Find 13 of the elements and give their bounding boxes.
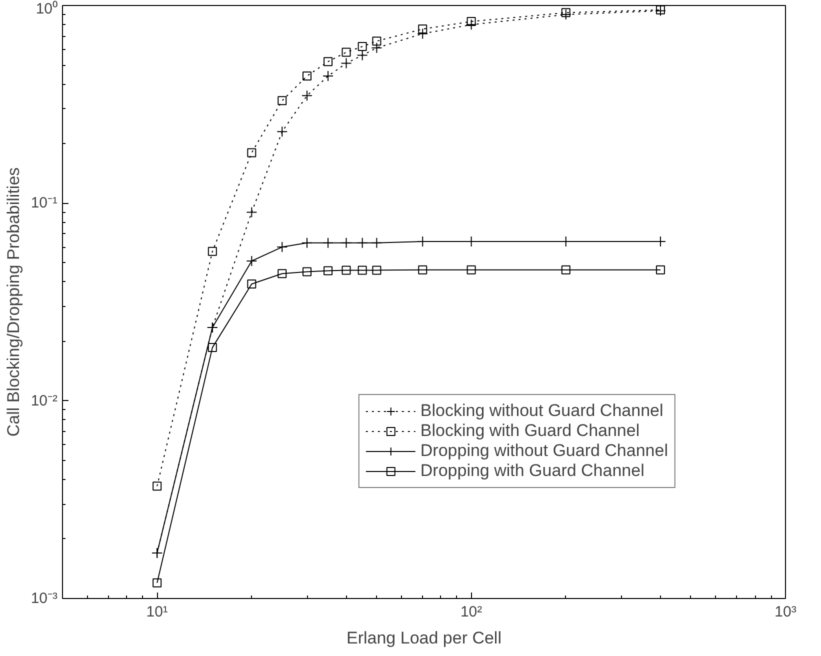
y-tick-label: 10⁻² bbox=[30, 392, 58, 410]
y-tick-label: 10⁻³ bbox=[30, 590, 58, 607]
y-tick-label: 10⁻¹ bbox=[30, 194, 58, 212]
y-tick-label: 10⁰ bbox=[36, 0, 58, 18]
y-axis-title: Call Blocking/Dropping Probabilities bbox=[4, 167, 23, 437]
x-axis-title: Erlang Load per Cell bbox=[346, 628, 502, 648]
legend-label: Blocking without Guard Channel bbox=[420, 401, 664, 421]
legend-label: Blocking with Guard Channel bbox=[420, 421, 640, 441]
legend-label: Dropping with Guard Channel bbox=[420, 461, 644, 481]
x-tick-label: 10¹ bbox=[146, 604, 168, 620]
x-tick-label: 10² bbox=[460, 604, 482, 620]
legend-label: Dropping without Guard Channel bbox=[420, 441, 668, 461]
x-tick-label: 10³ bbox=[774, 604, 796, 620]
